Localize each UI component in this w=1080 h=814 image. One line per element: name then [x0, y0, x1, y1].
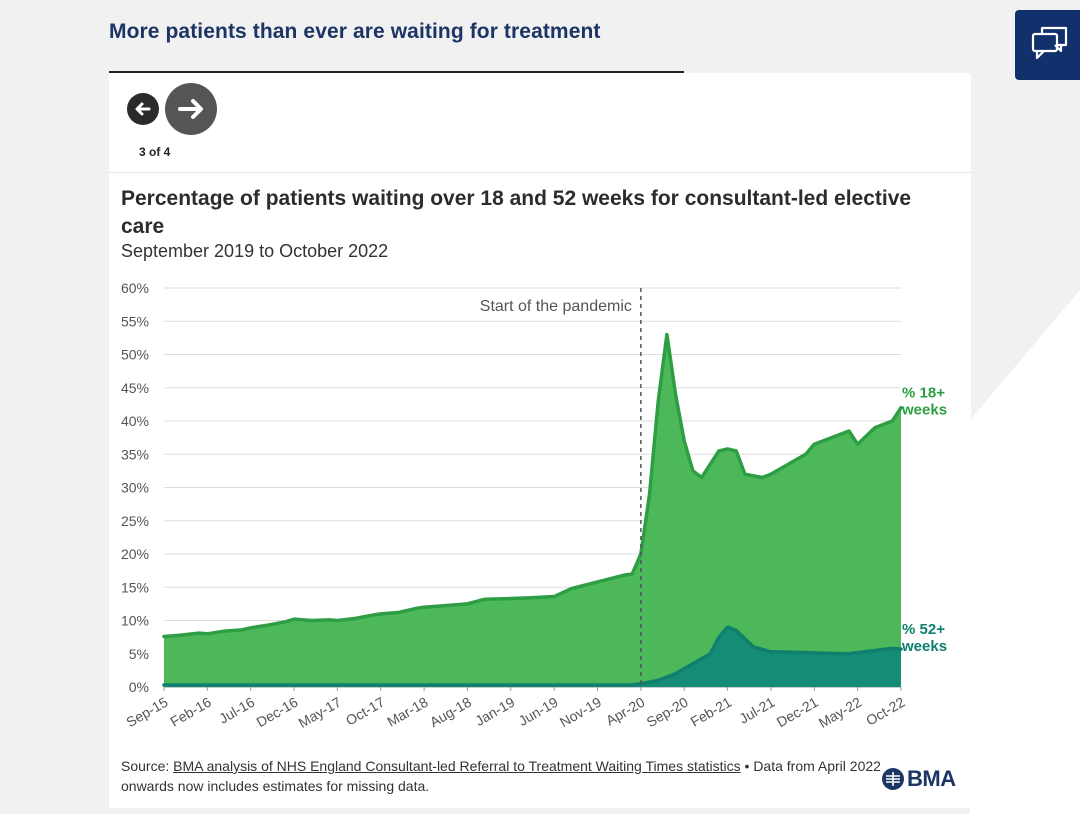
series-18-weeks-area [164, 334, 901, 687]
x-tick-label: Apr-20 [603, 694, 648, 729]
x-tick-label: Oct-17 [343, 694, 388, 729]
pandemic-annotation: Start of the pandemic [480, 298, 632, 315]
y-tick-label: 30% [121, 480, 149, 496]
x-tick-label: Dec-21 [774, 694, 821, 731]
y-tick-label: 55% [121, 313, 149, 329]
series-18-weeks-label: % 18+ weeks [901, 385, 947, 419]
logo-text: BMA [907, 766, 956, 791]
y-tick-label: 25% [121, 513, 149, 529]
y-tick-label: 20% [121, 546, 149, 562]
series-18-weeks-line [162, 332, 903, 639]
source-prefix: Source: [121, 758, 174, 774]
nav-divider [109, 172, 971, 173]
y-tick-label: 0% [129, 679, 149, 695]
arrow-right-icon [178, 99, 203, 119]
x-tick-label: Oct-22 [863, 694, 908, 729]
y-tick-label: 50% [121, 347, 149, 363]
y-tick-label: 35% [121, 446, 149, 462]
x-tick-label: Jan-19 [472, 694, 517, 729]
chat-bubbles-icon [1031, 26, 1068, 60]
series-52-weeks-label: % 52+ weeks [901, 621, 947, 655]
x-tick-label: Mar-18 [384, 694, 431, 730]
previous-button[interactable] [127, 93, 159, 125]
series-52-weeks-line [162, 625, 903, 687]
source-note: Source: BMA analysis of NHS England Cons… [121, 756, 881, 796]
x-tick-label: Jul-16 [216, 694, 257, 727]
x-tick-label: Aug-18 [427, 694, 474, 731]
x-tick-label: Feb-16 [167, 694, 214, 730]
y-tick-label: 10% [121, 613, 149, 629]
pager-indicator: 3 of 4 [139, 145, 171, 159]
y-tick-label: 40% [121, 413, 149, 429]
x-tick-label: Jun-19 [516, 694, 561, 729]
source-suffix: • Data from April 2022 onwards now inclu… [121, 758, 881, 794]
x-tick-label: Sep-20 [644, 694, 691, 731]
chart-card: 3 of 4 Percentage of patients waiting ov… [109, 73, 971, 808]
x-tick-label: Feb-21 [688, 694, 735, 730]
arrow-left-icon [135, 102, 151, 116]
y-tick-label: 5% [129, 646, 149, 662]
title-divider [109, 71, 684, 73]
x-tick-label: Dec-16 [253, 694, 300, 731]
area-chart: 0% 5% 10% 15% 20% 25% 30% 35% 40% 45% 50% 55% 60% Sep… [121, 280, 947, 731]
y-tick-label: 45% [121, 380, 149, 396]
page-title: More patients than ever are waiting for … [109, 20, 601, 43]
x-tick-label: Sep-15 [123, 694, 170, 731]
next-button[interactable] [165, 83, 217, 135]
background-decoration [970, 290, 1080, 420]
x-tick-label: Nov-19 [557, 694, 604, 731]
bma-logo-icon [882, 768, 904, 790]
chart-subtitle: September 2019 to October 2022 [121, 241, 389, 261]
background-decoration-block [970, 420, 1080, 814]
y-tick-label: 15% [121, 579, 149, 595]
x-tick-label: Jul-21 [736, 694, 777, 727]
bma-logo: BMA [881, 766, 961, 792]
chart-title: Percentage of patients waiting over 18 a… [121, 187, 912, 238]
source-link[interactable]: BMA analysis of NHS England Consultant-l… [173, 758, 741, 774]
y-tick-label: 60% [121, 280, 149, 296]
x-tick-label: May-17 [295, 694, 344, 731]
chat-button[interactable] [1015, 10, 1080, 80]
x-tick-label: May-22 [816, 694, 865, 731]
